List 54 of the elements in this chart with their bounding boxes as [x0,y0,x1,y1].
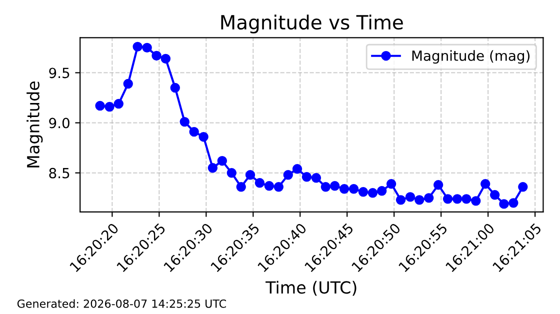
point [142,42,152,53]
point [217,156,228,166]
point [114,98,124,109]
y-tick-label: 8.5 [49,168,70,178]
point [160,54,171,64]
point [152,50,162,61]
point [480,179,490,189]
point [405,192,416,202]
point [170,82,180,93]
y-tick-label: 9.0 [49,118,70,128]
point [311,173,322,183]
point [95,100,105,111]
point [396,195,406,205]
point [245,170,256,180]
point [132,42,142,52]
point [339,184,350,194]
point [236,182,246,192]
point [368,188,378,198]
point [123,78,133,89]
point [508,198,518,208]
point [264,181,274,191]
point [462,194,472,204]
point [376,186,387,196]
point [320,182,331,192]
point [518,182,528,192]
y-axis-title: Magnitude [26,82,43,168]
point [254,178,265,188]
x-axis-title: Time (UTC) [266,280,356,296]
point [180,116,190,127]
point [274,182,284,192]
point [490,190,500,200]
point [424,193,434,203]
point [348,184,359,194]
point [433,180,444,190]
point [452,194,462,204]
point [226,168,236,178]
point [189,126,199,137]
point [471,196,481,206]
chart-title: Magnitude vs Time [221,14,403,34]
point [358,187,368,197]
point [104,102,114,112]
y-tick-label: 9.5 [49,68,70,78]
point [292,164,302,174]
point [283,170,293,180]
point [499,199,509,209]
point [198,132,208,142]
point [302,172,312,182]
point [330,181,340,191]
legend-label: Magnitude (mag) [412,50,530,64]
point [442,194,453,204]
point [386,179,396,189]
text: Generated: 2026-08-07 14:25:25 UTC [17,299,226,308]
point [208,163,218,173]
point [414,195,424,205]
